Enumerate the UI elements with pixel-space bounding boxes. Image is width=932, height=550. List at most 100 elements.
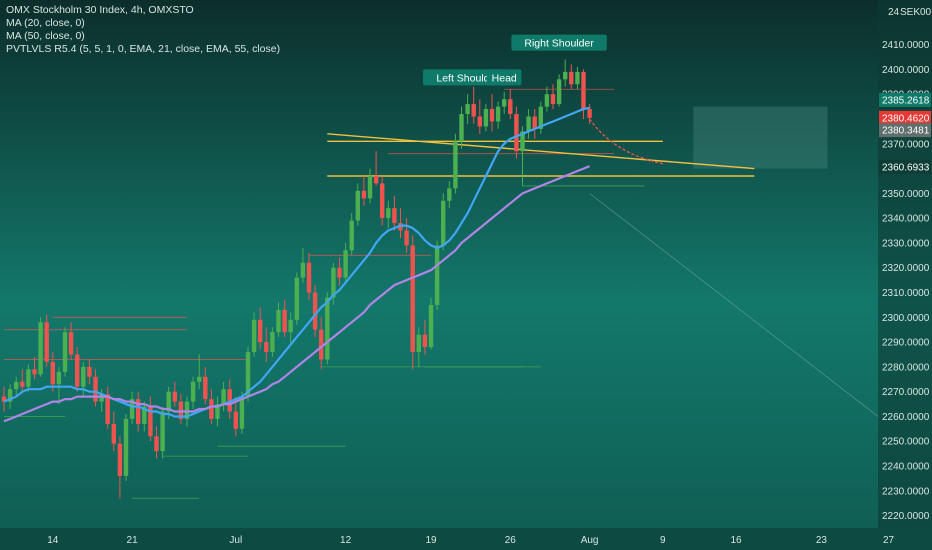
candle-body-69: [422, 334, 428, 348]
candle-body-26: [160, 411, 165, 452]
x-tick-label-9: 23: [816, 535, 828, 546]
candle-body-96: [587, 109, 592, 118]
candle-body-32: [197, 376, 202, 382]
candle-body-93: [569, 71, 574, 85]
y-tick-label-14: 2270.0000: [882, 387, 930, 398]
candle-body-25: [154, 436, 159, 452]
candle-body-50: [306, 262, 312, 293]
trendline-0: [327, 133, 755, 170]
candle-body-62: [380, 183, 385, 219]
candle-body-86: [526, 116, 531, 132]
annotation-1: Head: [492, 72, 517, 84]
candle-body-10: [62, 332, 68, 372]
candle-body-84: [514, 114, 519, 152]
candle-body-31: [190, 381, 196, 402]
candle-body-75: [459, 114, 464, 142]
candle-body-33: [203, 376, 208, 400]
y-tick-label-1: 2400.0000: [882, 65, 930, 76]
price-label-0: 2385.2618: [882, 95, 930, 106]
candle-body-27: [166, 391, 171, 412]
candle-body-52: [319, 329, 324, 360]
candle-body-76: [465, 104, 470, 115]
candle-body-37: [227, 389, 232, 412]
target-zone: [693, 106, 828, 169]
candle-body-79: [483, 109, 489, 127]
candle-body-20: [123, 418, 129, 476]
candle-body-90: [550, 94, 556, 105]
candle-body-49: [300, 262, 306, 278]
candle-body-83: [508, 99, 513, 115]
y-tick-label-18: 2230.0000: [882, 486, 930, 497]
candle-body-30: [184, 401, 190, 419]
candle-body-24: [148, 406, 153, 437]
price-label-1: 2380.4620: [882, 113, 930, 124]
x-tick-label-8: 16: [730, 535, 742, 546]
candle-body-0: [1, 396, 7, 402]
candle-body-77: [471, 104, 476, 117]
candle-body-12: [75, 354, 80, 387]
price-label-2: 2380.3481: [882, 126, 930, 137]
candle-body-7: [44, 322, 49, 362]
candle-body-38: [233, 411, 238, 429]
candle-body-2: [14, 381, 19, 390]
candle-body-44: [270, 332, 275, 352]
price-axis-panel: [878, 0, 932, 550]
candle-body-81: [495, 106, 501, 122]
candle-body-19: [117, 443, 123, 476]
candle-body-54: [331, 267, 336, 298]
candle-body-85: [520, 131, 525, 152]
x-tick-label-3: 12: [340, 535, 352, 546]
candle-body-64: [392, 208, 397, 224]
candle-body-68: [416, 334, 421, 352]
candle-body-47: [288, 319, 293, 333]
candle-body-63: [386, 208, 391, 219]
candle-body-16: [99, 394, 104, 402]
price-label-3: 2360.6933: [882, 162, 930, 173]
candle-body-56: [343, 250, 348, 278]
candle-body-34: [209, 399, 214, 419]
candle-body-72: [441, 200, 446, 246]
currency-label: SEK: [900, 7, 920, 18]
legend-ma50[interactable]: MA (50, close, 0): [6, 30, 85, 42]
candle-body-88: [538, 106, 543, 129]
annotation-box-1: [487, 69, 522, 86]
candle-body-46: [282, 309, 287, 333]
y-tick-label-6: 2350.0000: [882, 189, 930, 200]
price-label-box-1: [879, 110, 931, 125]
y-tick-label-17: 2240.0000: [882, 462, 930, 473]
ma20-line: [3, 106, 590, 418]
candle-body-95: [581, 71, 586, 110]
candle-body-78: [477, 116, 482, 127]
candle-body-82: [502, 99, 507, 107]
top-right-label: 24: [888, 7, 900, 18]
x-tick-label-6: Aug: [581, 535, 599, 546]
x-tick-label-1: 21: [127, 535, 139, 546]
y-tick-label-12: 2290.0000: [882, 338, 930, 349]
top-right-suffix: 00: [920, 7, 932, 18]
candle-body-61: [373, 176, 379, 184]
candle-body-58: [355, 190, 360, 221]
annotation-box-2: [511, 34, 607, 51]
y-tick-label-15: 2260.0000: [882, 412, 930, 423]
candle-body-9: [56, 371, 62, 385]
legend-pivots[interactable]: PVTLVLS R5.4 (5, 5, 1, 0, EMA, 21, close…: [6, 43, 281, 55]
candle-body-73: [447, 188, 452, 201]
y-tick-label-19: 2220.0000: [882, 511, 930, 522]
legend-symbol[interactable]: OMX Stockholm 30 Index, 4h, OMXSTO: [6, 4, 194, 16]
candle-body-5: [32, 369, 37, 375]
y-tick-label-13: 2280.0000: [882, 362, 930, 373]
indicator-legend: OMX Stockholm 30 Index, 4h, OMXSTO MA (2…: [6, 4, 280, 56]
y-tick-label-16: 2250.0000: [882, 437, 930, 448]
x-tick-label-5: 26: [505, 535, 517, 546]
price-label-box-2: [879, 123, 931, 138]
candle-body-87: [532, 116, 537, 129]
y-tick-label-0: 2410.0000: [882, 40, 930, 51]
candle-body-28: [172, 391, 177, 402]
candle-body-71: [434, 245, 440, 305]
candle-body-13: [81, 366, 86, 387]
legend-ma20[interactable]: MA (20, close, 0): [6, 17, 85, 29]
x-tick-label-0: 14: [47, 535, 59, 546]
candle-body-4: [26, 369, 31, 387]
y-tick-label-9: 2320.0000: [882, 263, 930, 274]
